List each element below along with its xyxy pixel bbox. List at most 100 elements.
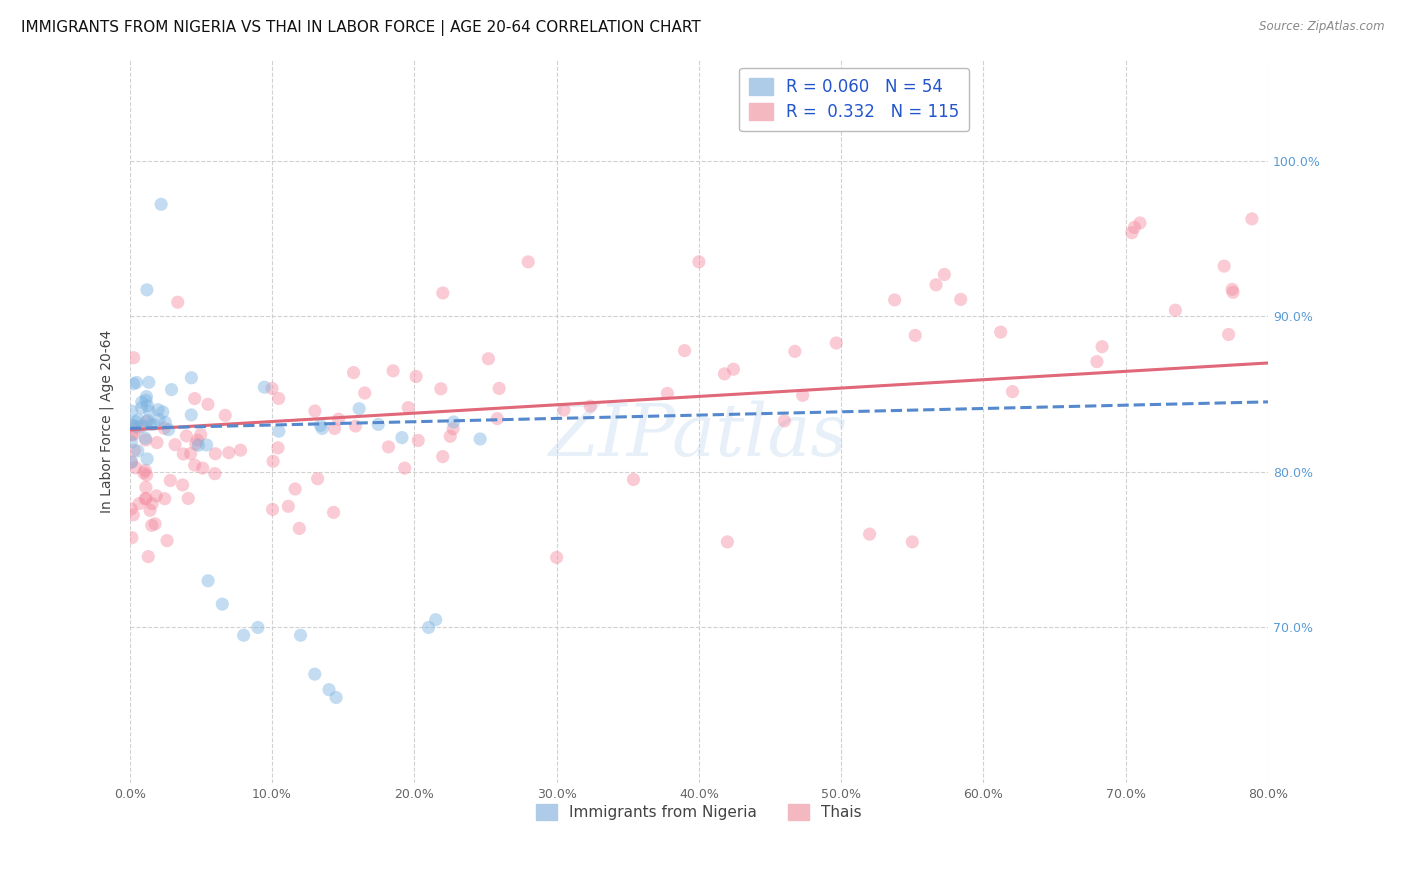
Point bbox=[288, 521, 311, 535]
Point bbox=[1085, 354, 1108, 368]
Point bbox=[159, 474, 181, 488]
Point bbox=[211, 597, 233, 611]
Point bbox=[883, 293, 905, 307]
Point bbox=[143, 516, 166, 531]
Point bbox=[186, 433, 208, 447]
Point bbox=[432, 450, 454, 464]
Point bbox=[197, 397, 219, 411]
Point bbox=[260, 381, 283, 395]
Point bbox=[253, 380, 276, 394]
Point bbox=[136, 413, 159, 427]
Point bbox=[396, 401, 419, 415]
Point bbox=[290, 628, 312, 642]
Point bbox=[146, 435, 169, 450]
Point bbox=[120, 434, 142, 449]
Point bbox=[318, 682, 340, 697]
Point bbox=[122, 427, 145, 442]
Point bbox=[773, 414, 796, 428]
Point bbox=[267, 392, 290, 406]
Point bbox=[657, 386, 679, 401]
Point bbox=[579, 399, 602, 413]
Point bbox=[156, 533, 179, 548]
Point bbox=[180, 408, 202, 422]
Point bbox=[141, 497, 163, 511]
Point bbox=[443, 415, 465, 429]
Point bbox=[146, 402, 169, 417]
Point bbox=[262, 454, 284, 468]
Point bbox=[307, 472, 329, 486]
Point bbox=[934, 268, 956, 282]
Point bbox=[128, 497, 150, 511]
Point bbox=[309, 418, 332, 433]
Point bbox=[122, 508, 145, 522]
Point bbox=[267, 441, 290, 455]
Point bbox=[488, 381, 510, 395]
Point bbox=[121, 404, 143, 418]
Point bbox=[204, 467, 226, 481]
Point bbox=[131, 401, 153, 415]
Point bbox=[477, 351, 499, 366]
Point bbox=[344, 419, 367, 434]
Point bbox=[792, 388, 814, 402]
Point bbox=[468, 432, 491, 446]
Point bbox=[180, 371, 202, 385]
Point bbox=[141, 518, 163, 533]
Point bbox=[405, 369, 427, 384]
Point bbox=[825, 336, 848, 351]
Point bbox=[135, 433, 157, 447]
Point bbox=[347, 401, 370, 416]
Point bbox=[267, 424, 290, 438]
Point bbox=[284, 482, 307, 496]
Point bbox=[1091, 340, 1114, 354]
Point bbox=[673, 343, 696, 358]
Point bbox=[377, 440, 399, 454]
Point bbox=[153, 491, 176, 506]
Point bbox=[304, 404, 326, 418]
Legend: Immigrants from Nigeria, Thais: Immigrants from Nigeria, Thais bbox=[530, 797, 868, 826]
Point bbox=[214, 409, 236, 423]
Point bbox=[925, 277, 948, 292]
Point bbox=[176, 429, 198, 443]
Point bbox=[688, 255, 710, 269]
Point bbox=[949, 293, 972, 307]
Point bbox=[152, 405, 174, 419]
Text: Source: ZipAtlas.com: Source: ZipAtlas.com bbox=[1260, 20, 1385, 33]
Point bbox=[160, 383, 183, 397]
Point bbox=[125, 460, 148, 475]
Point bbox=[382, 364, 405, 378]
Point bbox=[155, 416, 177, 430]
Point bbox=[430, 382, 453, 396]
Point bbox=[195, 438, 218, 452]
Point bbox=[441, 422, 464, 436]
Point bbox=[406, 434, 429, 448]
Point bbox=[553, 403, 575, 417]
Point bbox=[184, 437, 207, 451]
Point bbox=[121, 455, 143, 469]
Point bbox=[1001, 384, 1024, 399]
Point bbox=[121, 427, 143, 442]
Point bbox=[342, 366, 364, 380]
Point bbox=[190, 427, 212, 442]
Point bbox=[425, 613, 447, 627]
Point bbox=[517, 255, 540, 269]
Point bbox=[716, 535, 738, 549]
Point bbox=[187, 438, 209, 452]
Point bbox=[135, 491, 157, 506]
Point bbox=[138, 404, 160, 418]
Point bbox=[150, 197, 173, 211]
Point bbox=[136, 399, 159, 413]
Point bbox=[134, 463, 156, 477]
Point bbox=[328, 412, 350, 426]
Point bbox=[262, 502, 284, 516]
Point bbox=[1220, 282, 1243, 296]
Point bbox=[138, 376, 160, 390]
Point bbox=[134, 431, 156, 445]
Point bbox=[204, 447, 226, 461]
Point bbox=[1164, 303, 1187, 318]
Point bbox=[904, 328, 927, 343]
Point bbox=[153, 421, 176, 435]
Point bbox=[277, 500, 299, 514]
Point bbox=[183, 392, 205, 406]
Point bbox=[121, 417, 143, 432]
Point bbox=[990, 325, 1012, 339]
